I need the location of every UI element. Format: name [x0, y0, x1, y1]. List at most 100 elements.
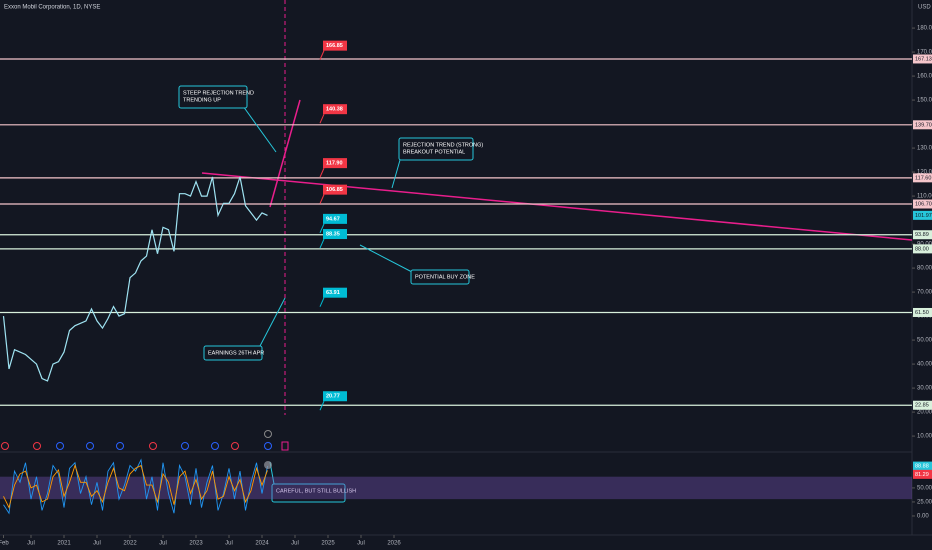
annotation-text: EARNINGS 26TH APR: [208, 350, 264, 356]
tag: [323, 158, 347, 169]
tag-label: 94.67: [326, 216, 340, 222]
tag-pointer: [319, 194, 325, 204]
level-label: 93.89: [915, 232, 929, 238]
osc-marker: [264, 461, 272, 469]
x-tick-label: Jul: [159, 541, 167, 547]
x-tick-label: Jul: [357, 541, 365, 547]
current-price-bg: [913, 210, 932, 220]
tag-pointer: [319, 238, 325, 249]
tag-label: 140.38: [326, 107, 343, 113]
tag-pointer: [319, 50, 325, 60]
x-tick-label: 2024: [255, 541, 269, 547]
level-label-bg: [913, 230, 932, 240]
oscillator-line: [3, 464, 268, 509]
tag-label: 106.85: [326, 187, 343, 193]
level-label-bg: [913, 400, 932, 410]
level-label-bg: [913, 120, 932, 130]
annotation: EARNINGS 26TH APR: [203, 297, 286, 361]
tag-label: 117.90: [326, 161, 343, 167]
y-tick-label: 110.00: [917, 194, 932, 200]
x-tick-label: Jul: [93, 541, 101, 547]
level-label: 106.70: [915, 201, 932, 207]
osc-value-label: 88.88: [915, 464, 929, 470]
annotation-box: [203, 345, 263, 361]
annotation-box: [271, 483, 346, 503]
tag-pointer: [319, 113, 325, 124]
tag-pointer: [319, 401, 325, 411]
tag: [323, 287, 347, 298]
chart-title: Exxon Mobil Corporation, 1D, NYSE: [4, 5, 100, 11]
tag: [323, 391, 347, 402]
currency: USD: [918, 5, 931, 11]
level-label-bg: [913, 54, 932, 64]
annotation-text: POTENTIAL BUY ZONE: [415, 274, 475, 280]
level-label: 88.00: [915, 246, 929, 252]
annotation: POTENTIAL BUY ZONE: [359, 244, 475, 285]
tag: [323, 229, 347, 240]
osc-tick-label: 50.00: [917, 485, 932, 491]
x-tick-label: 2025: [321, 541, 335, 547]
annotation-box: [398, 137, 474, 161]
annotation-text: CAREFUL, BUT STILL BULLISH: [276, 488, 356, 494]
osc-tick-label: 0.00: [917, 514, 929, 520]
level-label-bg: [913, 307, 932, 317]
annotation-text: TRENDING UP: [183, 97, 221, 103]
x-tick-label: 2021: [57, 541, 71, 547]
price-line: [2, 176, 268, 382]
x-tick-label: Feb: [0, 541, 9, 547]
x-tick-label: 2026: [387, 541, 401, 547]
osc-tick-label: 25.00: [917, 500, 932, 506]
y-tick-label: 170.00: [917, 50, 932, 56]
steep-trendline: [269, 99, 301, 208]
level-label: 139.70: [915, 122, 932, 128]
y-tick-label: 30.00: [917, 386, 932, 392]
x-tick-label: Jul: [225, 541, 233, 547]
tag: [323, 213, 347, 224]
tag-label: 63.91: [326, 290, 340, 296]
level-label: 117.60: [915, 175, 931, 181]
level-label: 61.50: [915, 310, 929, 316]
tag-label: 20.77: [326, 394, 340, 400]
level-label-bg: [913, 244, 932, 254]
annotation-text: REJECTION TREND (STRONG): [403, 142, 483, 148]
annotation: REJECTION TREND (STRONG)BREAKOUT POTENTI…: [391, 137, 483, 189]
annotation-connector: [391, 159, 401, 189]
annotation-box: [410, 269, 470, 285]
y-tick-label: 10.00: [917, 434, 932, 440]
level-label-bg: [913, 173, 932, 183]
y-tick-label: 40.00: [917, 362, 932, 368]
annotation-connector: [242, 105, 277, 153]
level-label: 167.13: [915, 56, 932, 62]
level-label-bg: [913, 199, 932, 209]
y-tick-label: 160.00: [917, 74, 932, 80]
y-tick-label: 130.00: [917, 146, 932, 152]
tag-pointer: [319, 297, 325, 307]
x-tick-label: Jul: [291, 541, 299, 547]
y-tick-label: 20.00: [917, 410, 932, 416]
y-tick-label: 150.00: [917, 98, 932, 104]
tag: [323, 104, 347, 115]
osc-value-bg: [913, 469, 932, 479]
tag: [323, 40, 347, 51]
osc-value-bg: [913, 461, 932, 471]
tag: [323, 184, 347, 195]
rejection-trendline: [201, 172, 913, 241]
osc-value-label: 81.29: [915, 472, 929, 478]
tag-pointer: [319, 223, 325, 234]
y-tick-label: 80.00: [917, 266, 932, 272]
level-label: 22.85: [915, 403, 929, 409]
oscillator-band: [0, 476, 912, 500]
tag-label: 88.35: [326, 231, 340, 237]
y-tick-label: 50.00: [917, 338, 932, 344]
y-tick-label: 180.00: [917, 26, 932, 32]
annotation-connector: [259, 297, 286, 347]
tag-label: 166.85: [326, 43, 343, 49]
y-tick-label: 70.00: [917, 290, 932, 296]
annotation-text: STEEP REJECTION TREND: [183, 90, 254, 96]
annotation-box: [178, 85, 248, 109]
annotation-text: BREAKOUT POTENTIAL: [403, 149, 465, 155]
tag-pointer: [319, 167, 325, 178]
x-tick-label: 2023: [189, 541, 203, 547]
